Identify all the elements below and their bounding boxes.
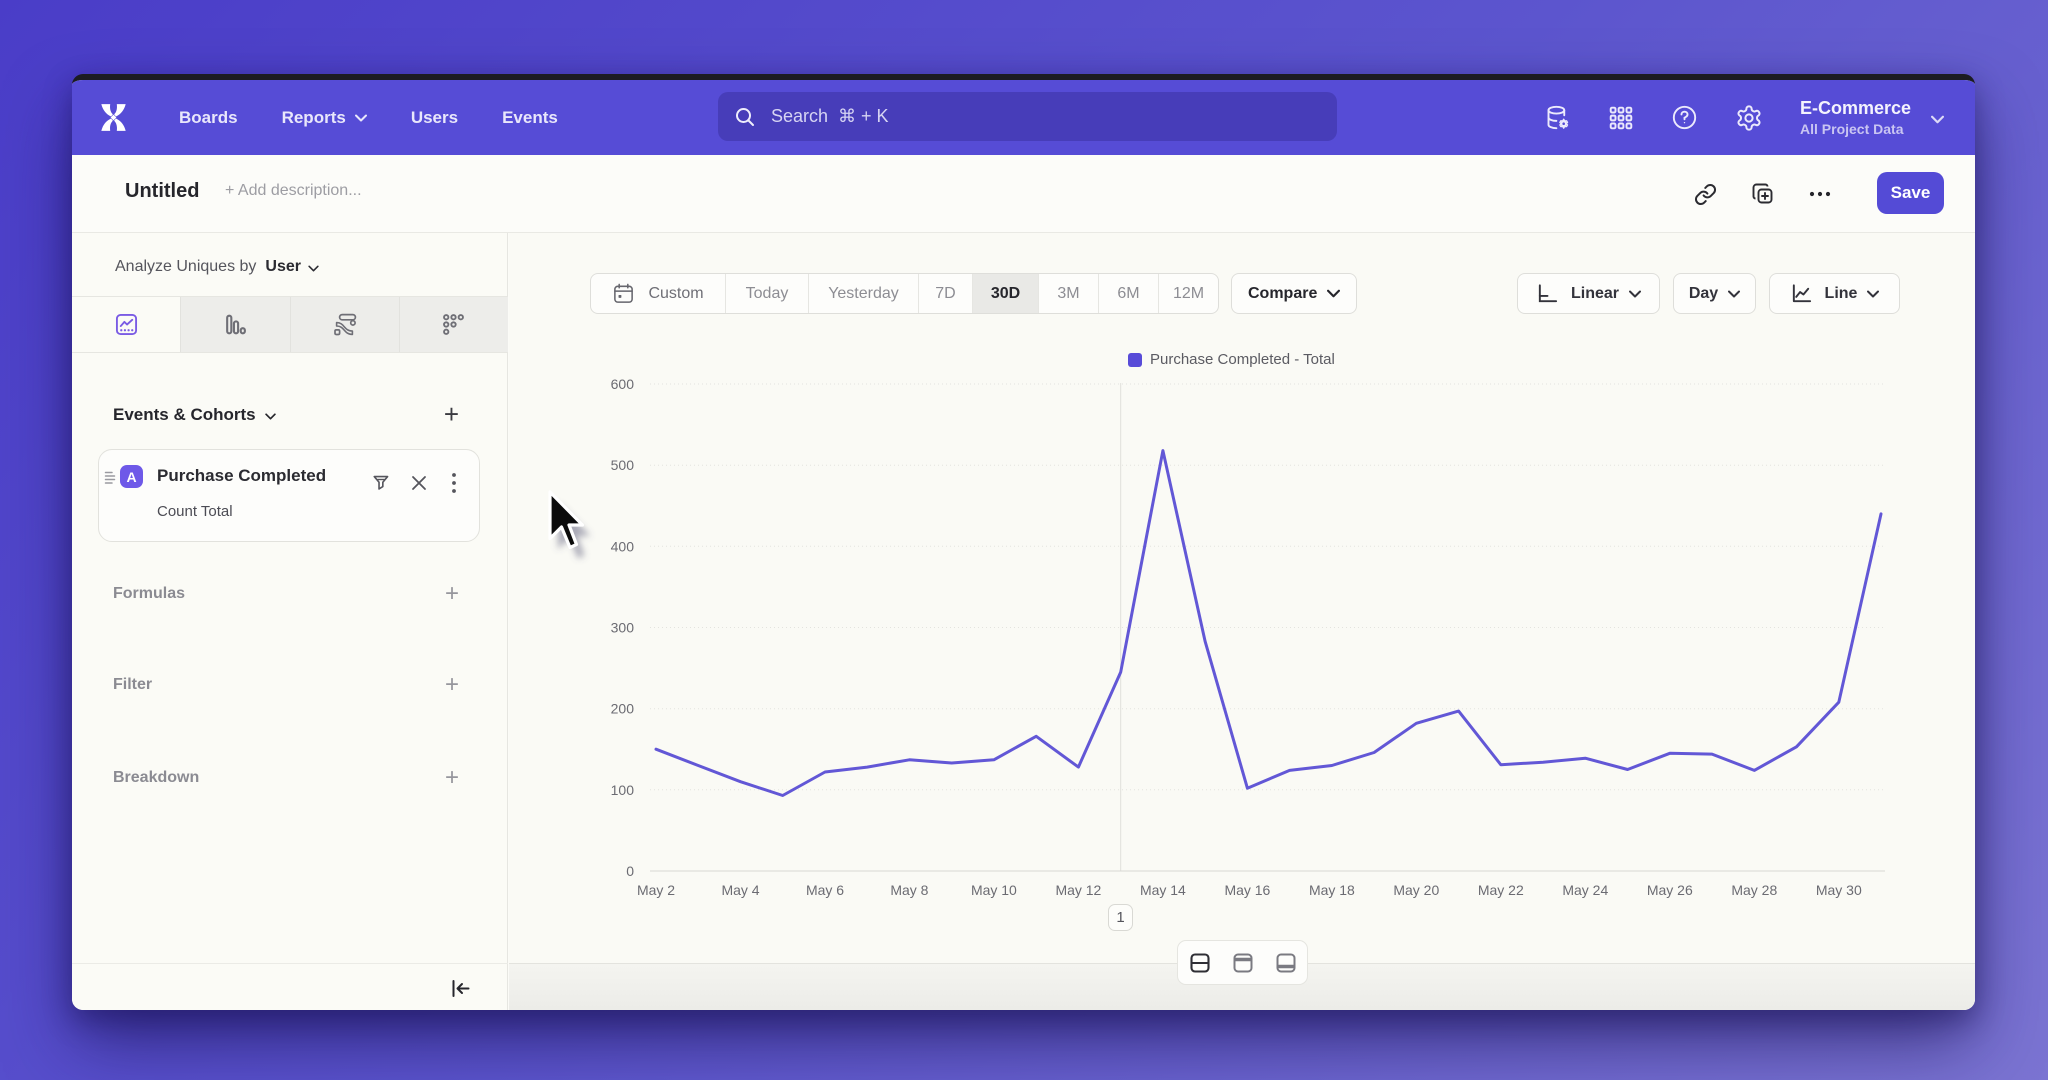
svg-text:May 2: May 2 (637, 882, 675, 898)
svg-text:May 12: May 12 (1055, 882, 1101, 898)
svg-text:May 26: May 26 (1647, 882, 1693, 898)
svg-text:May 20: May 20 (1393, 882, 1439, 898)
svg-text:400: 400 (611, 538, 635, 554)
svg-text:May 6: May 6 (806, 882, 844, 898)
svg-text:100: 100 (611, 782, 635, 798)
svg-text:600: 600 (611, 376, 635, 392)
svg-text:500: 500 (611, 457, 635, 473)
svg-text:May 8: May 8 (890, 882, 928, 898)
svg-text:May 14: May 14 (1140, 882, 1186, 898)
svg-text:0: 0 (626, 863, 634, 879)
svg-text:May 28: May 28 (1731, 882, 1777, 898)
svg-text:May 24: May 24 (1562, 882, 1608, 898)
svg-text:May 10: May 10 (971, 882, 1017, 898)
svg-text:May 16: May 16 (1224, 882, 1270, 898)
svg-text:May 30: May 30 (1816, 882, 1862, 898)
svg-text:200: 200 (611, 701, 635, 717)
svg-text:May 4: May 4 (721, 882, 759, 898)
svg-text:300: 300 (611, 620, 635, 636)
svg-text:May 22: May 22 (1478, 882, 1524, 898)
svg-text:May 18: May 18 (1309, 882, 1355, 898)
